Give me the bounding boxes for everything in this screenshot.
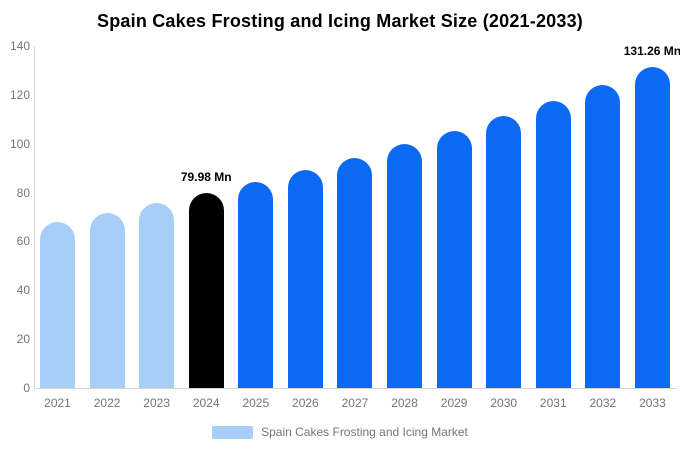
bar-2022 xyxy=(89,212,125,388)
bar-2033 xyxy=(634,67,670,388)
x-label-2024: 2024 xyxy=(192,396,220,410)
x-label-2028: 2028 xyxy=(391,396,418,410)
x-label-2031: 2031 xyxy=(539,396,567,410)
y-tick-140: 140 xyxy=(9,39,30,53)
bar-slot-2030 xyxy=(486,46,522,388)
bar-slot-2029 xyxy=(436,46,472,388)
bar-slot-2021 xyxy=(40,46,75,388)
x-axis-line xyxy=(34,388,677,389)
bar-2029 xyxy=(436,130,472,388)
x-label-2027: 2027 xyxy=(341,396,369,410)
bar-slot-2025 xyxy=(238,46,274,388)
bar-slot-2022 xyxy=(89,46,125,388)
legend-label: Spain Cakes Frosting and Icing Market xyxy=(261,425,468,439)
bar-2032 xyxy=(585,84,621,388)
bar-2031 xyxy=(535,100,571,388)
bar-2025 xyxy=(238,181,274,388)
bar-slot-2024: 79.98 Mn xyxy=(181,46,232,388)
bar-slot-2023 xyxy=(139,46,175,388)
y-tick-40: 40 xyxy=(16,283,30,298)
legend: Spain Cakes Frosting and Icing Market xyxy=(0,425,680,439)
x-label-2022: 2022 xyxy=(93,396,121,410)
bar-2027 xyxy=(337,157,373,388)
bar-2026 xyxy=(287,169,323,388)
y-tick-60: 60 xyxy=(16,234,30,249)
x-label-2030: 2030 xyxy=(490,396,518,410)
x-label-2025: 2025 xyxy=(242,396,270,410)
x-label-2029: 2029 xyxy=(440,396,468,410)
x-label-2026: 2026 xyxy=(292,396,319,410)
chart-title: Spain Cakes Frosting and Icing Market Si… xyxy=(97,11,583,31)
bar-2023 xyxy=(139,203,175,388)
bar-slot-2028 xyxy=(387,46,423,388)
plot-area: 0 20 40 60 80 100 120 140 79.98 Mn 131.26 Mn xyxy=(0,39,680,395)
bar-slot-2031 xyxy=(535,46,571,388)
bar-2030 xyxy=(486,116,522,388)
x-axis-labels: 2021 2022 2023 2024 2025 2026 2027 2028 2029 2030… xyxy=(40,396,670,410)
bars-area: 79.98 Mn 131.26 Mn xyxy=(40,44,680,388)
bar-slot-2026 xyxy=(287,46,323,388)
x-label-2023: 2023 xyxy=(143,396,170,410)
y-tick-20: 20 xyxy=(16,332,30,347)
y-axis-line xyxy=(34,46,35,388)
x-label-2033: 2033 xyxy=(639,396,666,410)
x-label-2021: 2021 xyxy=(44,396,71,410)
value-label-2024: 79.98 Mn xyxy=(180,169,232,184)
y-tick-0: 0 xyxy=(23,381,30,395)
bar-slot-2027 xyxy=(337,46,373,388)
x-label-2032: 2032 xyxy=(589,396,617,410)
bar-2024 xyxy=(188,192,224,388)
y-tick-100: 100 xyxy=(9,136,30,151)
value-label-2033: 131.26 Mn xyxy=(623,44,680,59)
bar-2028 xyxy=(387,144,423,388)
y-tick-80: 80 xyxy=(16,185,30,200)
legend-swatch xyxy=(212,425,254,439)
y-tick-120: 120 xyxy=(9,87,30,102)
bar-slot-2032 xyxy=(585,46,621,388)
bar-slot-2033: 131.26 Mn xyxy=(624,44,680,388)
bar-2021 xyxy=(40,222,75,388)
